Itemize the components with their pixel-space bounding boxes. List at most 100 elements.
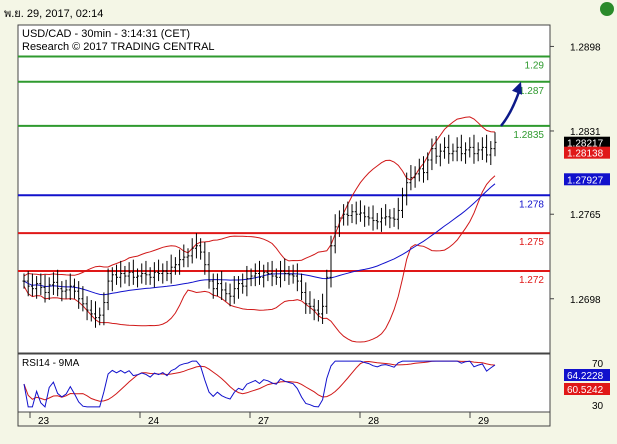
x-tick-label-3: 28 — [368, 416, 380, 427]
price-bar-20 — [106, 268, 110, 311]
price-bar-111 — [489, 141, 493, 166]
rsi-plot-area — [17, 353, 551, 413]
price-bar-106 — [468, 137, 472, 158]
price-bar-52 — [241, 273, 245, 294]
y-tick-label-3: 1.2698 — [570, 295, 601, 306]
price-bar-86 — [384, 204, 388, 226]
price-bar-58 — [266, 262, 270, 282]
forecast-arrow-head — [512, 81, 522, 95]
price-bar-79 — [354, 201, 358, 225]
price-bar-47 — [220, 271, 224, 301]
price-bar-55 — [253, 263, 257, 287]
price-bar-18 — [98, 307, 102, 326]
price-bar-1 — [26, 271, 30, 297]
price-bar-92 — [409, 165, 413, 191]
price-bar-29 — [144, 260, 148, 285]
price-bar-112 — [493, 132, 497, 157]
level-label-4: 1.275 — [519, 237, 544, 248]
timestamp: พ.ย. 29, 2017, 02:14 — [4, 8, 104, 20]
rsi-tick-label-0: 70 — [592, 359, 604, 370]
price-tag-bg-0 — [564, 136, 610, 149]
price-bar-101 — [447, 134, 451, 164]
price-bar-54 — [249, 268, 253, 287]
price-bar-48 — [224, 282, 228, 302]
price-bar-103 — [455, 137, 459, 162]
price-bar-60 — [274, 268, 278, 285]
price-bar-28 — [140, 263, 144, 284]
price-bar-63 — [287, 265, 291, 285]
price-bar-57 — [262, 264, 266, 288]
price-bar-107 — [472, 134, 476, 164]
price-bar-49 — [228, 283, 232, 307]
price-bar-61 — [279, 260, 283, 288]
price-bar-77 — [346, 201, 350, 226]
price-bar-65 — [295, 263, 299, 292]
rsi-tag-bg-0 — [564, 369, 610, 381]
price-bar-70 — [316, 300, 320, 322]
price-bar-67 — [304, 282, 308, 314]
price-bar-96 — [426, 152, 430, 181]
y-tick-label-2: 1.2765 — [570, 210, 601, 221]
price-bar-72 — [325, 269, 329, 314]
price-bar-17 — [93, 301, 97, 328]
price-bar-40 — [190, 238, 194, 264]
price-bar-6 — [47, 277, 51, 301]
price-bar-76 — [342, 204, 346, 226]
rsi-tag-1: 60.5242 — [567, 385, 604, 396]
price-bar-81 — [363, 205, 367, 227]
price-bar-7 — [51, 272, 55, 295]
x-tick-label-4: 29 — [478, 416, 490, 427]
price-tag-bg-2 — [564, 173, 610, 186]
price-bar-2 — [30, 273, 34, 297]
price-bar-95 — [422, 156, 426, 183]
price-bar-12 — [72, 278, 76, 299]
price-bar-27 — [136, 268, 140, 288]
price-bar-13 — [77, 281, 81, 309]
level-label-0: 1.29 — [525, 61, 545, 72]
x-tick-label-1: 24 — [148, 416, 160, 427]
price-bar-24 — [123, 265, 127, 284]
price-bar-42 — [199, 238, 203, 260]
rsi-tick-label-1: 30 — [592, 401, 604, 412]
price-bar-109 — [480, 137, 484, 160]
price-bar-34 — [165, 260, 169, 282]
price-bar-26 — [131, 259, 135, 285]
price-bar-93 — [413, 166, 417, 188]
main-plot-area — [17, 24, 551, 354]
price-tag-2: 1.27927 — [567, 175, 604, 186]
x-tick-label-0: 23 — [38, 416, 50, 427]
price-bar-69 — [312, 298, 316, 321]
x-tick-label-2: 27 — [258, 416, 270, 427]
price-bar-15 — [85, 296, 89, 321]
y-tick-label-0: 1.2898 — [570, 42, 601, 53]
price-bar-80 — [358, 200, 362, 222]
price-bar-108 — [476, 142, 480, 162]
price-bar-105 — [464, 142, 468, 164]
price-bar-82 — [367, 206, 371, 226]
price-bar-78 — [350, 204, 354, 224]
price-tag-1: 1.28138 — [567, 149, 604, 160]
price-bar-90 — [400, 187, 404, 219]
price-bar-36 — [173, 257, 177, 275]
rsi-label: RSI14 - 9MA — [22, 358, 80, 369]
price-bar-16 — [89, 300, 93, 322]
price-bar-9 — [60, 281, 64, 302]
price-bar-62 — [283, 258, 287, 282]
price-bar-87 — [388, 209, 392, 229]
price-bar-71 — [321, 293, 325, 324]
price-bar-104 — [459, 134, 463, 162]
chart-title: USD/CAD - 30min - 3:14:31 (CET) — [22, 28, 190, 40]
price-bar-102 — [451, 143, 455, 162]
price-bar-25 — [127, 262, 131, 287]
price-bar-100 — [443, 137, 447, 159]
level-label-1: 1.287 — [519, 86, 544, 97]
price-bar-21 — [110, 267, 114, 292]
price-bar-84 — [375, 212, 379, 230]
price-bar-59 — [270, 260, 274, 287]
price-bar-3 — [35, 276, 39, 299]
level-label-5: 1.272 — [519, 275, 544, 286]
price-bar-97 — [430, 138, 434, 171]
price-bar-39 — [186, 248, 190, 268]
price-bar-10 — [64, 279, 68, 299]
chart-subtitle: Research © 2017 TRADING CENTRAL — [22, 41, 215, 53]
